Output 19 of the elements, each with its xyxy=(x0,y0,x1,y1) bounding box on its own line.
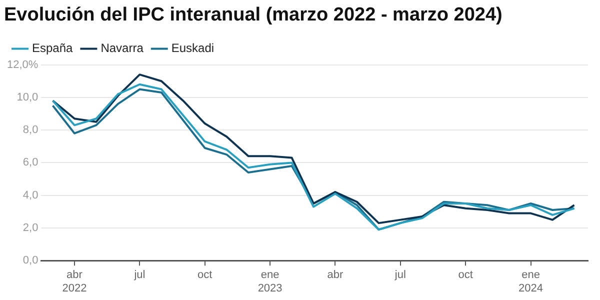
y-tick-label: 8,0 xyxy=(22,124,38,136)
x-tick-label: ene 2023 xyxy=(258,269,282,294)
y-tick-label: 6,0 xyxy=(22,156,38,169)
chart-title: Evolución del IPC interanual (marzo 2022 - marzo 2024) xyxy=(4,4,502,26)
y-tick-label: 10,0 xyxy=(16,91,38,104)
legend-label: Navarra xyxy=(100,41,144,56)
x-tick-label: abr xyxy=(327,269,344,282)
x-tick-label: abr 2022 xyxy=(62,269,87,294)
legend-label: Euskadi xyxy=(171,41,214,56)
x-tick-label: oct xyxy=(458,269,473,282)
y-tick-label: 0,0 xyxy=(22,254,38,267)
x-tick-label: jul xyxy=(394,269,406,282)
legend-label: España xyxy=(32,41,74,56)
x-tick-label: jul xyxy=(133,269,146,282)
x-tick-label: oct xyxy=(198,269,212,282)
y-tick-label: 2,0 xyxy=(22,222,38,234)
x-tick-label: ene 2024 xyxy=(518,269,544,294)
y-tick-label: 4,0 xyxy=(22,189,38,202)
y-tick-label: 12,0% xyxy=(6,58,38,71)
